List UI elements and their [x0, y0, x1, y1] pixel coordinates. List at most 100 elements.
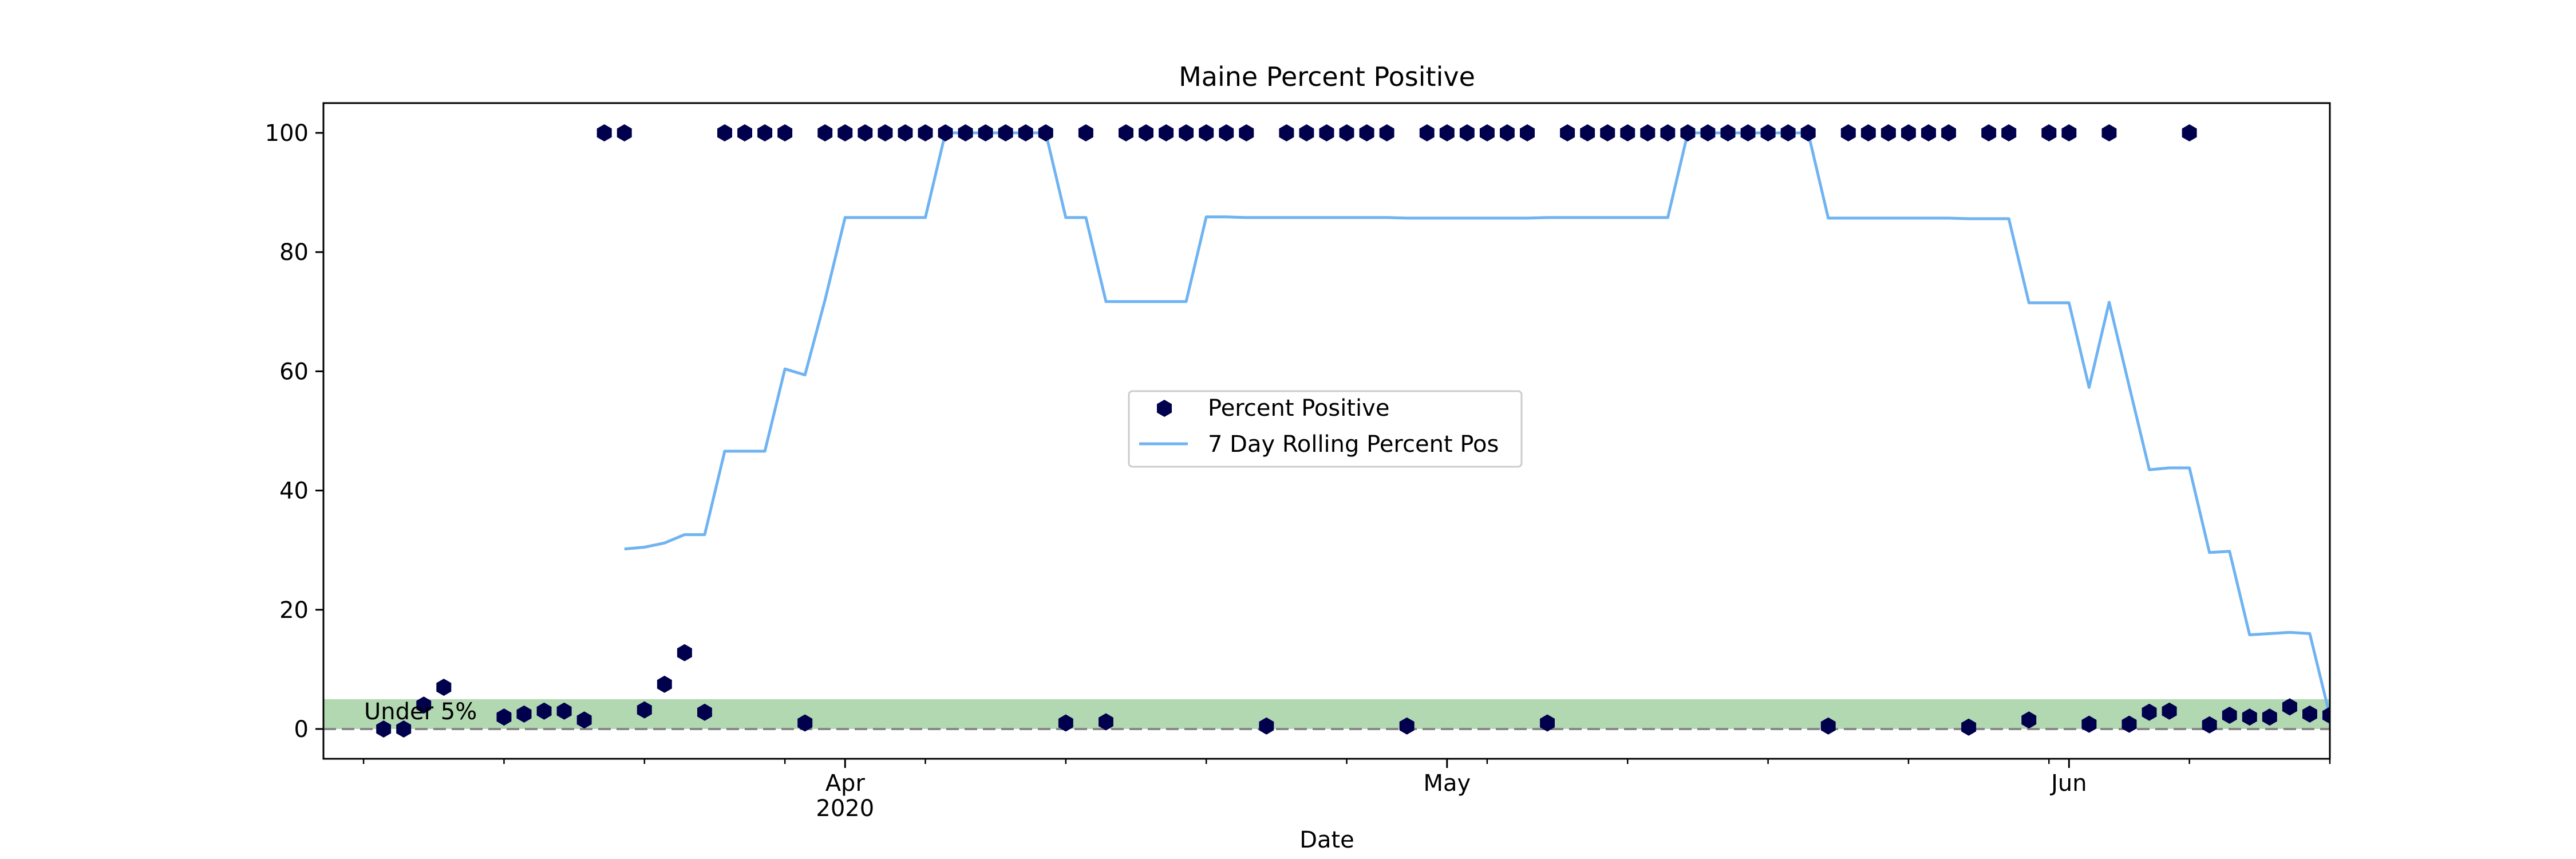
x-tick-label: Jun [2049, 770, 2087, 797]
percent-positive-point [1820, 717, 1836, 735]
percent-positive-point [657, 675, 672, 693]
percent-positive-point [1720, 124, 1736, 141]
percent-positive-point [1459, 124, 1475, 141]
percent-positive-point [757, 124, 773, 141]
legend-box [1128, 390, 1523, 468]
under-5-band [323, 699, 2330, 729]
percent-positive-point [1119, 124, 1133, 141]
percent-positive-point [1159, 124, 1174, 141]
percent-positive-point [1760, 124, 1776, 141]
percent-positive-point [1700, 124, 1716, 141]
percent-positive-point [1680, 124, 1696, 141]
chart-title: Maine Percent Positive [1179, 61, 1475, 92]
percent-positive-point [2302, 705, 2317, 723]
percent-positive-point [1560, 124, 1575, 141]
percent-positive-point [1901, 124, 1916, 141]
percent-positive-point [1419, 124, 1435, 141]
percent-positive-point [1880, 124, 1896, 141]
percent-positive-point [1500, 124, 1515, 141]
percent-positive-point [1239, 124, 1254, 141]
percent-positive-point [1660, 124, 1676, 141]
percent-positive-point [2041, 124, 2057, 141]
percent-positive-point [1479, 124, 1495, 141]
percent-positive-point [376, 720, 392, 738]
percent-positive-point [1600, 124, 1615, 141]
percent-positive-point [516, 705, 532, 723]
percent-positive-point [536, 702, 552, 720]
y-tick-label: 80 [279, 239, 309, 266]
percent-positive-point [1179, 124, 1194, 141]
x-axis-label: Date [1299, 827, 1354, 853]
percent-positive-point [2121, 715, 2137, 733]
legend-label-rolling: 7 Day Rolling Percent Pos [1208, 431, 1499, 458]
x-tick-label: May [1423, 770, 1471, 797]
percent-positive-point [2162, 702, 2177, 720]
band-layer [323, 699, 2330, 730]
percent-positive-point [416, 696, 432, 714]
percent-positive-point [576, 711, 592, 729]
percent-positive-point [1099, 713, 1113, 731]
percent-positive-point [1580, 124, 1595, 141]
percent-positive-point [2061, 124, 2077, 141]
percent-positive-point [837, 124, 853, 141]
axes-frame [322, 102, 2331, 760]
percent-positive-point [918, 124, 933, 141]
percent-positive-point [777, 124, 793, 141]
percent-positive-point [1800, 124, 1816, 141]
percent-positive-point [1279, 124, 1294, 141]
percent-positive-point [2021, 711, 2037, 729]
percent-positive-point [2081, 715, 2097, 733]
percent-positive-point [1620, 124, 1635, 141]
percent-positive-point [1259, 717, 1274, 735]
percent-positive-point [1319, 124, 1334, 141]
y-tick-label: 0 [294, 716, 309, 743]
percent-positive-point [797, 714, 813, 732]
percent-positive-point [697, 703, 712, 721]
percent-positive-point [858, 124, 873, 141]
y-tick-label: 40 [279, 478, 309, 505]
percent-positive-point [1439, 124, 1455, 141]
percent-positive-point [1780, 124, 1796, 141]
percent-positive-point [717, 124, 732, 141]
percent-positive-point [637, 701, 652, 719]
percent-positive-point [1740, 124, 1756, 141]
percent-positive-point [1860, 124, 1876, 141]
percent-positive-point [1520, 124, 1535, 141]
percent-positive-point [2282, 698, 2297, 716]
percent-positive-point [998, 124, 1013, 141]
percent-positive-point [1359, 124, 1374, 141]
percent-positive-point [1399, 717, 1415, 735]
percent-positive-point [978, 124, 993, 141]
percent-positive-point [2001, 124, 2017, 141]
percent-positive-point [2262, 708, 2277, 726]
percent-positive-point [436, 679, 452, 696]
percent-positive-point [2202, 716, 2217, 734]
percent-positive-point [1139, 124, 1153, 141]
percent-positive-point [2222, 707, 2237, 724]
points-layer [376, 124, 2330, 738]
band-label: Under 5% [364, 699, 477, 725]
percent-positive-point [1058, 714, 1073, 732]
legend-marker-percent-positive [1157, 400, 1172, 417]
percent-positive-point [1540, 714, 1555, 732]
percent-positive-point [1339, 124, 1354, 141]
percent-positive-point [1981, 124, 1997, 141]
percent-positive-point [1199, 124, 1214, 141]
percent-positive-point [1640, 124, 1656, 141]
rolling-percent-line [624, 131, 2330, 718]
percent-positive-point [1078, 124, 1093, 141]
percent-positive-point [817, 124, 833, 141]
percent-positive-point [1840, 124, 1856, 141]
percent-positive-point [898, 124, 913, 141]
y-tick-label: 20 [279, 597, 309, 624]
percent-positive-point [2182, 124, 2197, 141]
percent-positive-point [2322, 707, 2330, 724]
percent-positive-point [2101, 124, 2117, 141]
legend: Percent Positive 7 Day Rolling Percent P… [1128, 390, 1523, 468]
percent-positive-point [1018, 124, 1033, 141]
percent-positive-point [677, 644, 692, 661]
percent-positive-point [878, 124, 893, 141]
percent-positive-point [737, 124, 752, 141]
x-tick-sublabel: 2020 [816, 795, 874, 822]
